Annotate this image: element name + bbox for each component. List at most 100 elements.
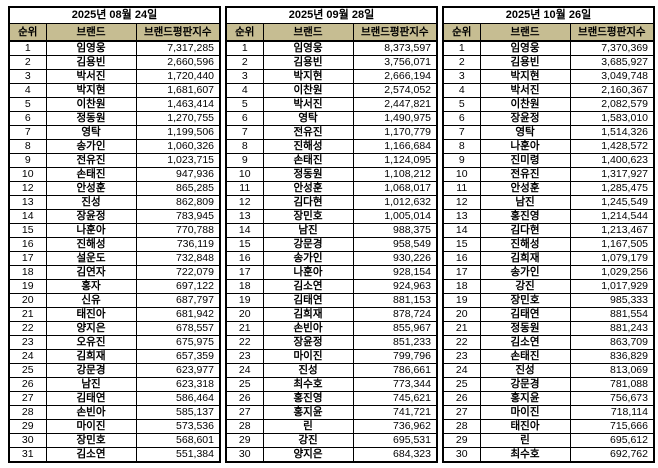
- table-row: 15 강문경 958,549: [225, 237, 438, 252]
- table-row: 21 태진아 681,942: [8, 307, 221, 322]
- index-cell: 718,114: [569, 405, 655, 420]
- brand-cell: 안성훈: [262, 181, 354, 196]
- index-cell: 722,079: [135, 265, 221, 280]
- table-row: 18 김소연 924,963: [225, 279, 438, 294]
- brand-cell: 양지은: [262, 447, 354, 463]
- index-cell: 1,463,414: [135, 97, 221, 112]
- brand-cell: 전유진: [479, 167, 571, 182]
- rank-cell: 8: [8, 139, 47, 154]
- table-row: 13 홍진영 1,214,544: [442, 209, 655, 224]
- table-row: 8 진해성 1,166,684: [225, 139, 438, 154]
- table-row: 24 김희재 657,359: [8, 349, 221, 364]
- index-cell: 736,962: [352, 419, 438, 434]
- rank-cell: 3: [8, 69, 47, 84]
- table-row: 5 이찬원 2,082,579: [442, 97, 655, 112]
- rank-cell: 15: [442, 237, 481, 252]
- index-cell: 770,788: [135, 223, 221, 238]
- brand-cell: 정동원: [262, 167, 354, 182]
- index-cell: 1,199,506: [135, 125, 221, 140]
- table-row: 1 임영웅 7,370,369: [442, 40, 655, 56]
- brand-cell: 진해성: [45, 237, 137, 252]
- index-cell: 1,583,010: [569, 111, 655, 126]
- table-row: 31 김소연 551,384: [8, 447, 221, 463]
- table-row: 1 임영웅 7,317,285: [8, 40, 221, 56]
- index-cell: 2,666,194: [352, 69, 438, 84]
- brand-cell: 진미령: [479, 153, 571, 168]
- brand-cell: 송가인: [262, 251, 354, 266]
- index-cell: 2,082,579: [569, 97, 655, 112]
- brand-cell: 이찬원: [45, 97, 137, 112]
- table-row: 6 정동원 1,270,755: [8, 111, 221, 126]
- rank-cell: 18: [8, 265, 47, 280]
- index-cell: 3,756,071: [352, 55, 438, 70]
- table-row: 12 안성훈 865,285: [8, 181, 221, 196]
- table-row: 19 홍자 697,122: [8, 279, 221, 294]
- index-cell: 786,661: [352, 363, 438, 378]
- column-header-row: 순위 브랜드 브랜드평판지수: [8, 23, 221, 42]
- table-row: 23 손태진 836,829: [442, 349, 655, 364]
- rank-cell: 4: [225, 83, 264, 98]
- brand-cell: 남진: [45, 377, 137, 392]
- index-cell: 2,447,821: [352, 97, 438, 112]
- rank-cell: 6: [442, 111, 481, 126]
- index-cell: 8,373,597: [352, 40, 438, 56]
- table-row: 29 강진 695,531: [225, 433, 438, 448]
- brand-cell: 김용빈: [262, 55, 354, 70]
- rank-cell: 21: [8, 307, 47, 322]
- index-cell: 3,685,927: [569, 55, 655, 70]
- table-row: 2 김용빈 2,660,596: [8, 55, 221, 70]
- brand-cell: 손빈아: [262, 321, 354, 336]
- date-header-row: 2025년 10월 26일: [442, 6, 655, 24]
- rank-cell: 1: [225, 40, 264, 56]
- index-cell: 773,344: [352, 377, 438, 392]
- rank-cell: 4: [8, 83, 47, 98]
- rank-cell: 20: [442, 307, 481, 322]
- rank-cell: 30: [442, 447, 481, 463]
- brand-cell: 영탁: [262, 111, 354, 126]
- index-cell: 947,936: [135, 167, 221, 182]
- brand-column-header: 브랜드: [45, 23, 137, 42]
- index-cell: 1,720,440: [135, 69, 221, 84]
- brand-cell: 오유진: [45, 335, 137, 350]
- index-cell: 930,226: [352, 251, 438, 266]
- rank-cell: 9: [8, 153, 47, 168]
- brand-cell: 린: [262, 419, 354, 434]
- index-cell: 862,809: [135, 195, 221, 210]
- index-cell: 1,245,549: [569, 195, 655, 210]
- table-row: 13 장민호 1,005,014: [225, 209, 438, 224]
- rank-cell: 5: [442, 97, 481, 112]
- rank-cell: 6: [225, 111, 264, 126]
- table-row: 14 남진 988,375: [225, 223, 438, 238]
- brand-cell: 홍진영: [479, 209, 571, 224]
- index-cell: 851,233: [352, 335, 438, 350]
- brand-cell: 김용빈: [479, 55, 571, 70]
- rank-cell: 30: [225, 447, 264, 463]
- rank-cell: 27: [8, 391, 47, 406]
- index-cell: 745,621: [352, 391, 438, 406]
- index-cell: 881,243: [569, 321, 655, 336]
- index-cell: 1,079,179: [569, 251, 655, 266]
- rank-cell: 13: [442, 209, 481, 224]
- rank-cell: 26: [442, 391, 481, 406]
- rank-cell: 9: [225, 153, 264, 168]
- brand-cell: 설운도: [45, 251, 137, 266]
- rank-cell: 29: [8, 419, 47, 434]
- rank-cell: 27: [442, 405, 481, 420]
- brand-cell: 강진: [262, 433, 354, 448]
- brand-cell: 손태진: [479, 349, 571, 364]
- rank-cell: 22: [442, 335, 481, 350]
- rank-cell: 12: [8, 181, 47, 196]
- brand-cell: 김다현: [479, 223, 571, 238]
- rank-cell: 24: [8, 349, 47, 364]
- table-row: 5 박서진 2,447,821: [225, 97, 438, 112]
- rank-cell: 29: [442, 433, 481, 448]
- table-row: 15 나훈아 770,788: [8, 223, 221, 238]
- index-cell: 551,384: [135, 447, 221, 463]
- rank-cell: 28: [225, 419, 264, 434]
- brand-cell: 강문경: [45, 363, 137, 378]
- brand-cell: 김연자: [45, 265, 137, 280]
- table-row: 25 강문경 781,088: [442, 377, 655, 392]
- column-header-row: 순위 브랜드 브랜드평판지수: [225, 23, 438, 42]
- table-row: 18 김연자 722,079: [8, 265, 221, 280]
- brand-cell: 신유: [45, 293, 137, 308]
